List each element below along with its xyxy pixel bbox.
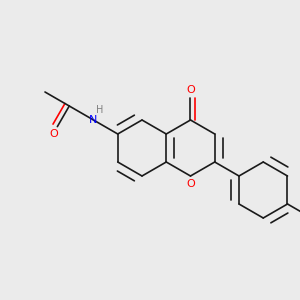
Text: H: H bbox=[96, 105, 103, 115]
Text: O: O bbox=[186, 179, 195, 189]
Text: O: O bbox=[186, 85, 195, 95]
Text: N: N bbox=[89, 115, 98, 125]
Text: O: O bbox=[49, 128, 58, 139]
